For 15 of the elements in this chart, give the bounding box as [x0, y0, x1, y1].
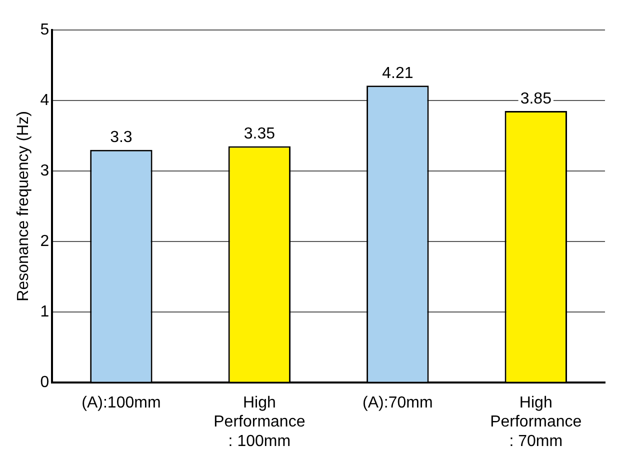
data-label: 3.35 [244, 126, 276, 143]
y-tick-label: 1 [40, 303, 50, 320]
y-tick-label: 4 [40, 92, 50, 109]
data-label: 3.3 [110, 129, 132, 146]
y-tick-label: 2 [40, 232, 50, 250]
x-tick-label: (A):100mm [82, 394, 161, 412]
x-tick-label: High Performance : 100mm [214, 394, 306, 450]
x-tick-label: (A):70mm [362, 394, 433, 412]
data-label: 4.21 [382, 65, 414, 82]
y-axis-title: Resonance frequency (Hz) [15, 111, 32, 302]
x-tick-label: High Performance : 70mm [490, 394, 582, 450]
data-label: 3.85 [520, 90, 552, 108]
y-tick-label: 5 [40, 21, 50, 38]
y-tick-label: 0 [40, 374, 50, 391]
y-tick-label: 3 [40, 162, 50, 180]
